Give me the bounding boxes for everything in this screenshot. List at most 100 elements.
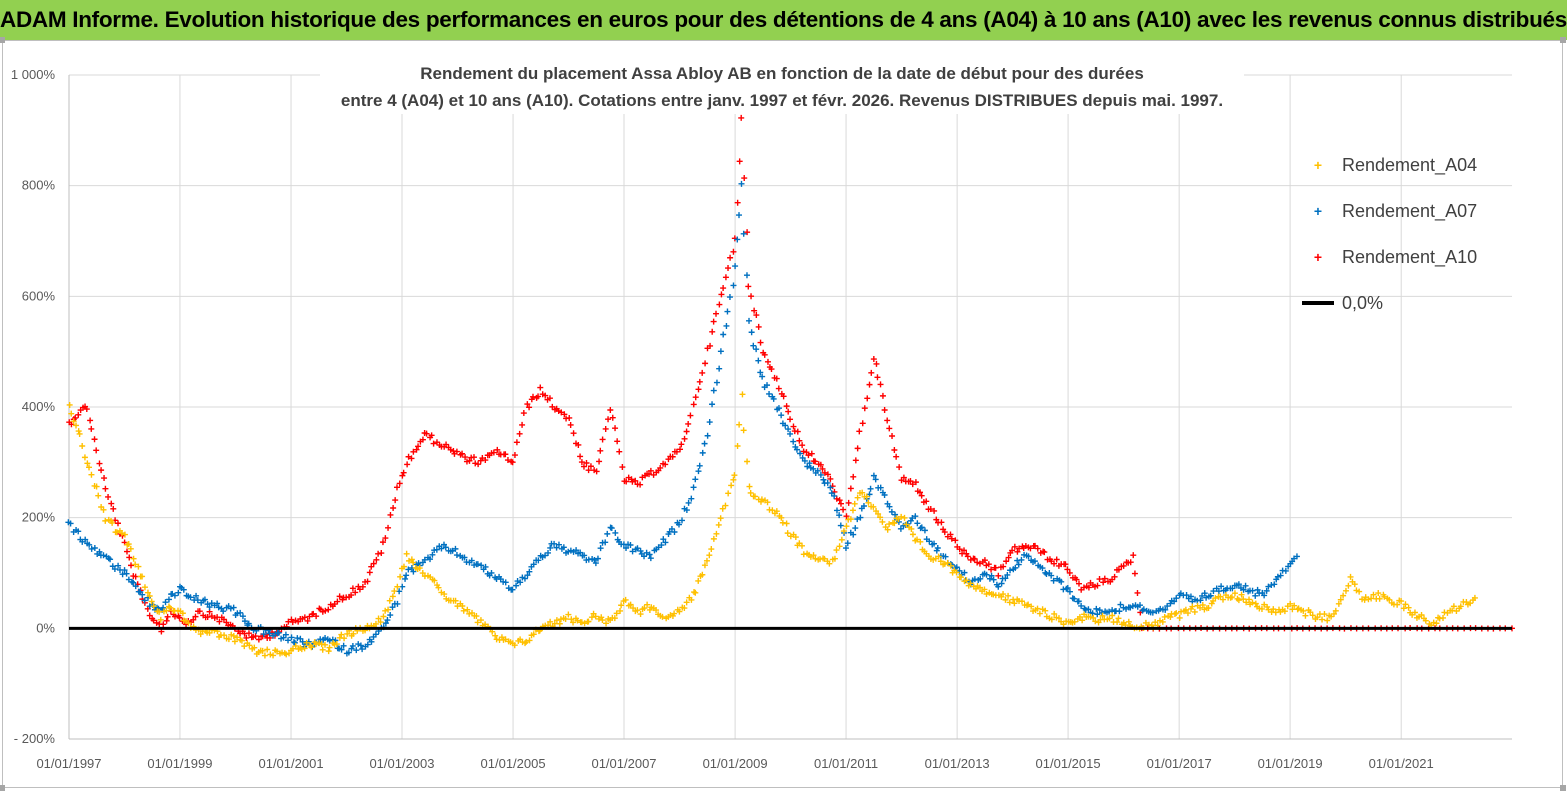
- data-point: [570, 430, 577, 437]
- data-point: [599, 436, 606, 443]
- data-point: [715, 521, 722, 528]
- data-point: [824, 479, 831, 486]
- y-tick-label: 400%: [22, 399, 56, 414]
- data-point: [941, 560, 948, 567]
- data-point: [251, 644, 258, 651]
- data-point: [1242, 582, 1249, 589]
- data-point: [1176, 614, 1183, 621]
- data-point: [1031, 558, 1038, 565]
- data-point: [535, 393, 542, 400]
- data-point: [416, 565, 423, 572]
- frame-handle-br[interactable]: [1560, 785, 1566, 791]
- data-point: [150, 603, 157, 610]
- data-point: [681, 435, 688, 442]
- data-point: [400, 469, 407, 476]
- data-point: [230, 632, 237, 639]
- data-point: [348, 592, 355, 599]
- data-point: [410, 448, 417, 455]
- y-tick-label: 0%: [36, 620, 55, 635]
- data-point: [927, 506, 934, 513]
- data-point: [629, 548, 636, 555]
- data-point: [1167, 600, 1174, 607]
- data-point: [558, 409, 565, 416]
- data-point: [1398, 598, 1405, 605]
- data-point: [1263, 587, 1270, 594]
- x-tick-label: 01/01/1997: [36, 756, 101, 771]
- frame-handle-bl[interactable]: [0, 785, 5, 791]
- data-point: [141, 584, 148, 591]
- data-point: [394, 600, 401, 607]
- data-point: [73, 422, 80, 429]
- data-point: [1055, 615, 1062, 622]
- data-point: [530, 393, 537, 400]
- data-point: [387, 511, 394, 518]
- data-point: [708, 546, 715, 553]
- data-point: [221, 632, 228, 639]
- data-point: [1039, 565, 1046, 572]
- data-point: [334, 598, 341, 605]
- data-point: [1007, 567, 1014, 574]
- data-point: [602, 539, 609, 546]
- data-point: [592, 613, 599, 620]
- data-point: [68, 421, 75, 428]
- data-point: [260, 631, 267, 638]
- data-point: [696, 462, 703, 469]
- data-point: [67, 520, 74, 527]
- data-point: [877, 514, 884, 521]
- data-point: [725, 265, 732, 272]
- data-point: [704, 432, 711, 439]
- frame-handle-tl[interactable]: [0, 37, 5, 43]
- data-point: [873, 360, 880, 367]
- data-point: [736, 212, 743, 219]
- data-point: [720, 285, 727, 292]
- data-point: [1014, 548, 1021, 555]
- data-point: [909, 481, 916, 488]
- data-point: [716, 365, 723, 372]
- data-point: [730, 248, 737, 255]
- data-point: [1156, 617, 1163, 624]
- data-point: [325, 606, 332, 613]
- data-point: [225, 636, 232, 643]
- data-point: [629, 478, 636, 485]
- data-point: [778, 412, 785, 419]
- data-point: [881, 407, 888, 414]
- data-point: [215, 604, 222, 611]
- frame-handle-tr[interactable]: [1560, 37, 1566, 43]
- data-point: [1066, 569, 1073, 576]
- data-point: [671, 529, 678, 536]
- data-point: [382, 607, 389, 614]
- data-point: [192, 613, 199, 620]
- data-point: [252, 633, 259, 640]
- data-point: [1440, 614, 1447, 621]
- data-point: [668, 525, 675, 532]
- data-point: [850, 473, 857, 480]
- data-point: [1300, 607, 1307, 614]
- data-point: [392, 497, 399, 504]
- data-point: [1041, 549, 1048, 556]
- data-point: [433, 546, 440, 553]
- data-point: [995, 572, 1002, 579]
- report-banner: ADAM Informe. Evolution historique des p…: [0, 0, 1567, 40]
- data-point: [773, 375, 780, 382]
- data-point: [784, 530, 791, 537]
- data-point: [1191, 608, 1198, 615]
- data-point: [475, 461, 482, 468]
- data-point: [847, 485, 854, 492]
- data-point: [958, 574, 965, 581]
- x-tick-label: 01/01/2001: [258, 756, 323, 771]
- axis-labels: - 200% 0% 200% 400% 600% 800% 1 000% 01/01/1997…: [11, 67, 1434, 771]
- data-point: [431, 577, 438, 584]
- data-point: [662, 461, 669, 468]
- data-point: [1356, 588, 1363, 595]
- data-point: [1277, 572, 1284, 579]
- data-point: [658, 542, 665, 549]
- data-point: [1015, 561, 1022, 568]
- data-point: [683, 428, 690, 435]
- data-point: [520, 410, 527, 417]
- data-point: [490, 449, 497, 456]
- data-point: [303, 639, 310, 646]
- data-point: [524, 572, 531, 579]
- data-point: [241, 618, 248, 625]
- data-point: [1051, 560, 1058, 567]
- data-point: [604, 530, 611, 537]
